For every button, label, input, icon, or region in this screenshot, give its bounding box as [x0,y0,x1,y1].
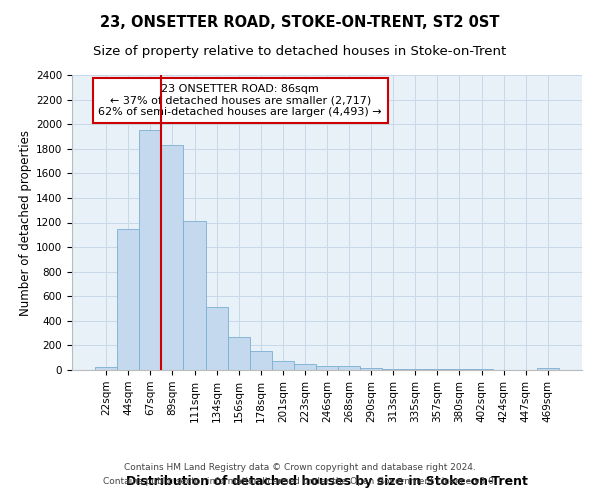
Bar [338,366,360,370]
Bar [427,369,448,370]
Bar [272,361,294,370]
Bar [139,130,161,370]
Bar [161,145,184,370]
Bar [294,364,316,370]
Bar [184,222,206,370]
Bar [404,369,427,370]
Text: Contains public sector information licensed under the Open Government Licence v3: Contains public sector information licen… [103,478,497,486]
Text: 23 ONSETTER ROAD: 86sqm
← 37% of detached houses are smaller (2,717)
62% of semi: 23 ONSETTER ROAD: 86sqm ← 37% of detache… [98,84,382,117]
Bar [95,367,117,370]
Bar [537,368,559,370]
Y-axis label: Number of detached properties: Number of detached properties [19,130,32,316]
Bar [227,338,250,370]
X-axis label: Distribution of detached houses by size in Stoke-on-Trent: Distribution of detached houses by size … [126,474,528,488]
Bar [250,351,272,370]
Text: Size of property relative to detached houses in Stoke-on-Trent: Size of property relative to detached ho… [94,45,506,58]
Bar [316,366,338,370]
Text: 23, ONSETTER ROAD, STOKE-ON-TRENT, ST2 0ST: 23, ONSETTER ROAD, STOKE-ON-TRENT, ST2 0… [100,15,500,30]
Bar [382,368,404,370]
Bar [206,308,227,370]
Bar [117,228,139,370]
Text: Contains HM Land Registry data © Crown copyright and database right 2024.: Contains HM Land Registry data © Crown c… [124,462,476,471]
Bar [360,368,382,370]
